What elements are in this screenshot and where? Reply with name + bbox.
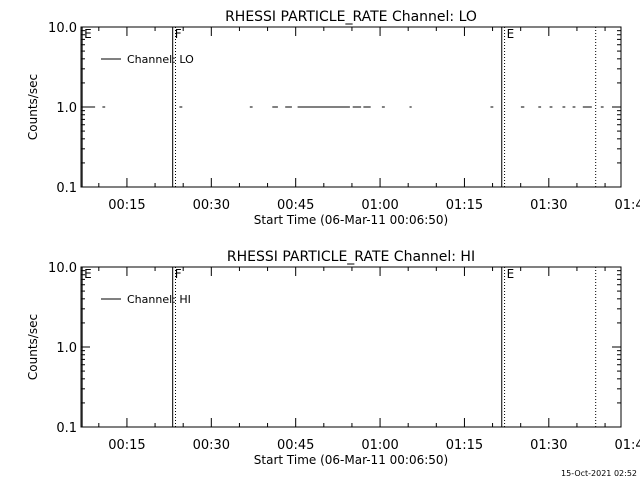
marker-label: E [507, 267, 515, 281]
y-tick-label: 10.0 [48, 261, 77, 276]
y-axis-label: Counts/sec [26, 74, 40, 140]
x-axis-label: Start Time (06-Mar-11 00:06:50) [254, 213, 448, 227]
marker-label: E [84, 267, 92, 281]
hi-channel-panel: RHESSI PARTICLE_RATE Channel: HI Counts/s… [26, 249, 640, 467]
y-tick-label: 1.0 [56, 341, 77, 356]
chart-title: RHESSI PARTICLE_RATE Channel: LO [225, 9, 477, 25]
marker-label: E [507, 27, 515, 41]
x-tick-label: 01:15 [446, 438, 483, 453]
x-tick-label: 00:30 [193, 438, 230, 453]
legend-entry: Channel: HI [127, 293, 191, 306]
y-tick-label: 0.1 [56, 181, 77, 196]
x-tick-label: 01:00 [361, 198, 398, 213]
y-tick-label: 10.0 [48, 21, 77, 36]
x-tick-label: 00:45 [277, 438, 314, 453]
x-tick-label: 00:15 [108, 438, 145, 453]
x-tick-label: 01:15 [446, 198, 483, 213]
lo-channel-panel: RHESSI PARTICLE_RATE Channel: LO Counts/s… [26, 9, 640, 227]
chart-title: RHESSI PARTICLE_RATE Channel: HI [227, 249, 475, 265]
footer-timestamp: 15-Oct-2021 02:52 [561, 469, 637, 478]
marker-label: F [175, 27, 182, 41]
y-tick-label: 0.1 [56, 421, 77, 436]
x-tick-label: 01:30 [530, 198, 567, 213]
x-tick-label: 00:15 [108, 198, 145, 213]
x-axis-label: Start Time (06-Mar-11 00:06:50) [254, 453, 448, 467]
y-tick-label: 1.0 [56, 101, 77, 116]
y-axis-label: Counts/sec [26, 314, 40, 380]
legend-entry: Channel: LO [127, 53, 194, 66]
marker-label: E [84, 27, 92, 41]
x-tick-label: 00:45 [277, 198, 314, 213]
plot-frame [80, 266, 622, 428]
x-tick-label: 01:45 [614, 438, 640, 453]
x-tick-label: 01:00 [361, 438, 398, 453]
x-tick-label: 01:45 [614, 198, 640, 213]
x-tick-label: 00:30 [193, 198, 230, 213]
marker-label: F [175, 267, 182, 281]
x-tick-label: 01:30 [530, 438, 567, 453]
